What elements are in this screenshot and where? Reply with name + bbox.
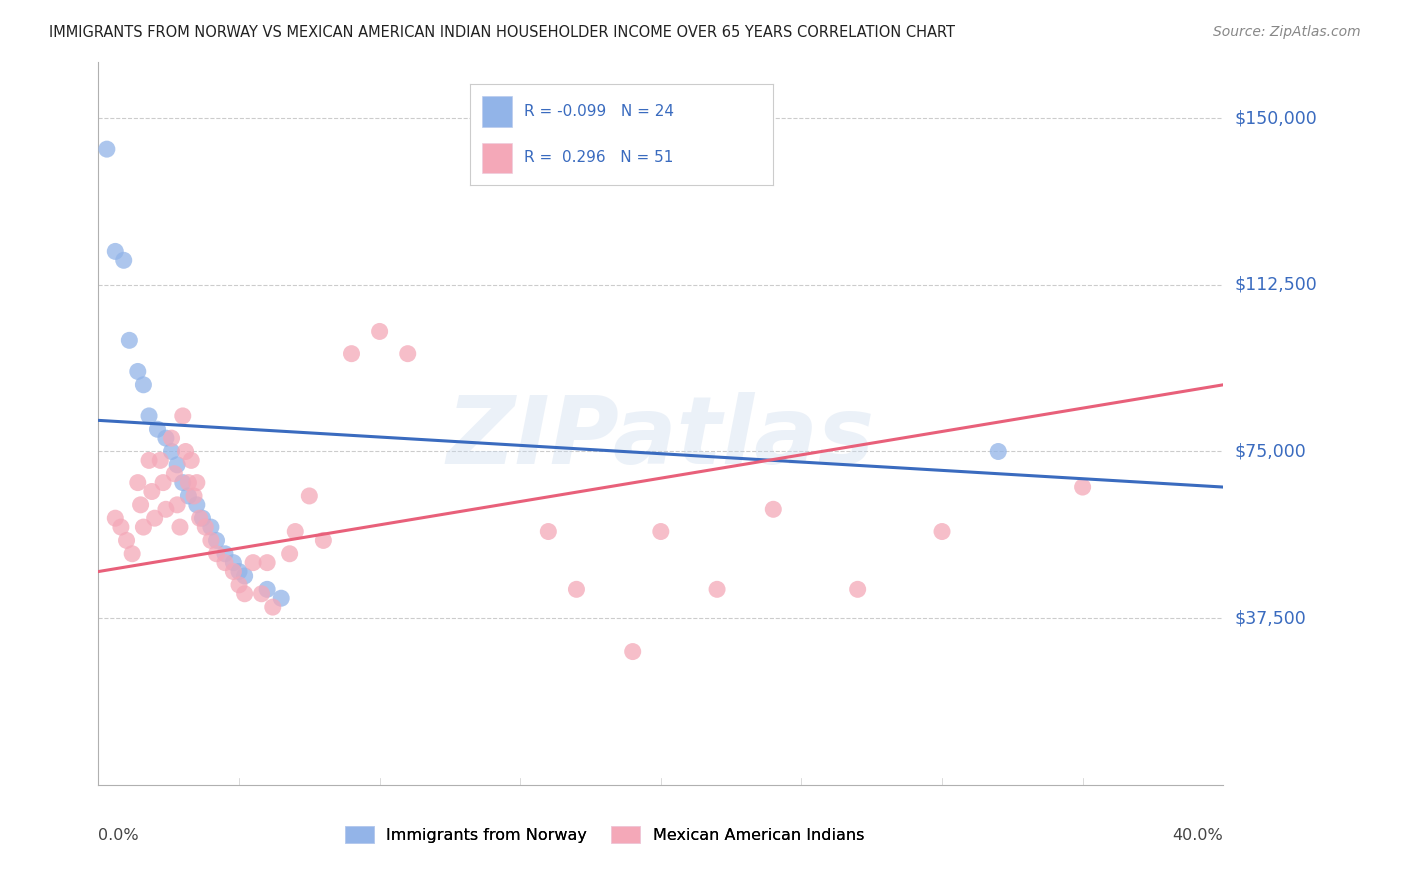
Point (180, 453, 202, 467)
Point (396, 346, 419, 360)
Point (191, 511, 214, 525)
Point (141, 484, 163, 499)
Point (987, 444, 1010, 458)
Point (149, 453, 172, 467)
Point (228, 578, 250, 592)
Point (110, 520, 132, 534)
Point (256, 582, 278, 597)
Point (160, 444, 183, 458)
Point (146, 422, 169, 436)
Point (194, 520, 217, 534)
Point (104, 511, 127, 525)
Point (706, 582, 728, 597)
Point (368, 325, 391, 339)
Point (233, 569, 256, 583)
Point (205, 547, 228, 561)
Point (96, 142, 118, 156)
Point (537, 524, 560, 539)
Point (298, 489, 321, 503)
Point (278, 547, 301, 561)
Point (565, 582, 588, 597)
Point (183, 489, 205, 503)
Text: 0.0%: 0.0% (98, 829, 139, 843)
Point (222, 565, 245, 579)
Point (155, 502, 177, 516)
Text: ZIPatlas: ZIPatlas (447, 392, 875, 484)
Text: $37,500: $37,500 (1234, 609, 1306, 627)
Point (163, 467, 186, 481)
Point (155, 431, 177, 445)
Text: 40.0%: 40.0% (1173, 829, 1223, 843)
Point (127, 475, 149, 490)
Point (104, 244, 127, 259)
Point (931, 524, 953, 539)
Point (172, 475, 194, 490)
Point (129, 498, 152, 512)
Point (256, 556, 278, 570)
Point (650, 524, 672, 539)
Point (118, 334, 141, 348)
Point (228, 565, 250, 579)
Point (177, 489, 200, 503)
Point (152, 475, 174, 490)
Point (177, 475, 200, 490)
Point (200, 520, 222, 534)
Point (262, 600, 284, 615)
Point (160, 431, 183, 445)
Point (233, 587, 256, 601)
Point (132, 377, 155, 392)
Point (186, 475, 208, 490)
Point (115, 533, 138, 548)
Point (169, 520, 191, 534)
Point (846, 582, 869, 597)
Point (143, 511, 166, 525)
Point (312, 533, 335, 548)
Point (621, 644, 644, 658)
Point (188, 511, 211, 525)
Point (340, 346, 363, 360)
Point (186, 498, 208, 512)
Point (1071, 480, 1094, 494)
Point (222, 556, 245, 570)
Legend: Immigrants from Norway, Mexican American Indians: Immigrants from Norway, Mexican American… (339, 820, 870, 849)
Point (250, 587, 273, 601)
Text: Source: ZipAtlas.com: Source: ZipAtlas.com (1213, 25, 1361, 39)
Point (200, 533, 222, 548)
Point (174, 444, 197, 458)
Point (138, 453, 160, 467)
Text: $150,000: $150,000 (1234, 109, 1317, 127)
Point (166, 458, 188, 472)
Point (138, 409, 160, 423)
Text: $112,500: $112,500 (1234, 276, 1317, 293)
Point (762, 502, 785, 516)
Point (166, 498, 188, 512)
Text: IMMIGRANTS FROM NORWAY VS MEXICAN AMERICAN INDIAN HOUSEHOLDER INCOME OVER 65 YEA: IMMIGRANTS FROM NORWAY VS MEXICAN AMERIC… (49, 25, 955, 40)
Point (172, 409, 194, 423)
Text: $75,000: $75,000 (1234, 442, 1306, 460)
Point (270, 591, 292, 606)
Point (127, 364, 149, 378)
Point (205, 533, 228, 548)
Point (121, 547, 143, 561)
Point (214, 556, 236, 570)
Point (112, 253, 135, 268)
Point (284, 524, 307, 539)
Point (214, 547, 236, 561)
Point (242, 556, 264, 570)
Point (132, 520, 155, 534)
